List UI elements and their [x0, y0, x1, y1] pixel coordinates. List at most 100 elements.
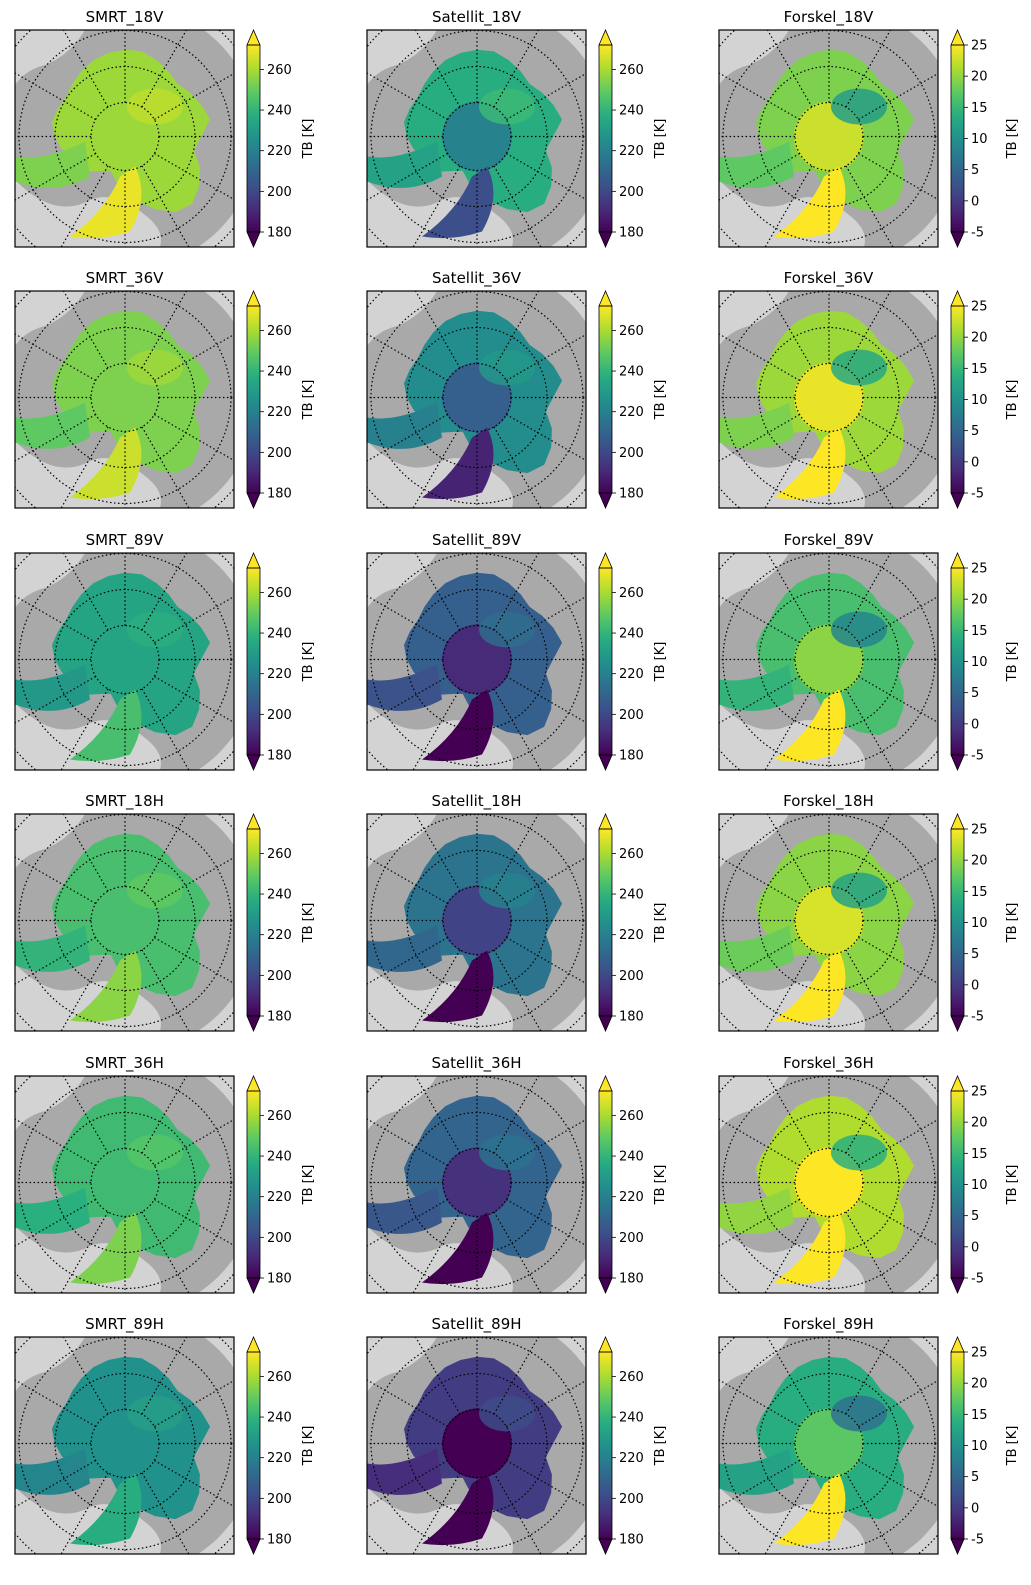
colorbar-tick-label: 0	[971, 1501, 979, 1516]
ice-field	[422, 950, 494, 1023]
map-panel: SMRT_36H 180 200 220 240 260 TB [K]	[14, 1054, 316, 1295]
colorbar-tick-label: 20	[971, 593, 988, 608]
map-panel: SMRT_18V 180 200 220 240 260 TB [K]	[14, 8, 316, 249]
landmass	[15, 553, 85, 608]
colorbar-gradient	[247, 1091, 260, 1278]
ice-field	[479, 1395, 535, 1432]
colorbar-tick-label: 0	[971, 194, 979, 209]
colorbar-label: TB [K]	[301, 380, 316, 421]
panel-title: SMRT_36V	[86, 269, 165, 288]
landmass	[367, 1076, 437, 1131]
map-panel: Forskel_36H -5 0 5 10 15 20 25 TB [K]	[718, 1054, 1020, 1295]
colorbar-gradient	[599, 829, 612, 1016]
colorbar-outline	[246, 1351, 261, 1540]
colorbar-tick-label: 240	[619, 1150, 644, 1165]
ice-field	[367, 1448, 442, 1495]
colorbar-tick-label: 20	[971, 70, 988, 85]
ice-field	[127, 611, 183, 648]
colorbar-tick-label: 5	[971, 1470, 979, 1485]
colorbar-tick-label: 260	[619, 847, 644, 862]
colorbar-extend-top	[246, 551, 261, 569]
ice-field	[831, 1395, 887, 1432]
ice-field	[367, 1187, 442, 1234]
colorbar-extend-top	[950, 289, 965, 307]
map-area	[15, 814, 234, 1031]
colorbar: -5 0 5 10 15 20 25 TB [K]	[950, 551, 1020, 772]
panel-title: SMRT_89V	[86, 531, 165, 550]
colorbar-gradient	[951, 1352, 964, 1539]
colorbar-gradient	[247, 1352, 260, 1539]
colorbar-extend-bottom	[246, 1538, 261, 1556]
panel-title: SMRT_18H	[85, 792, 164, 811]
colorbar-label: TB [K]	[1005, 903, 1020, 944]
colorbar-extend-bottom	[950, 231, 965, 249]
colorbar-gradient	[599, 1352, 612, 1539]
colorbar: 180 200 220 240 260 TB [K]	[246, 1074, 316, 1295]
colorbar-label: TB [K]	[653, 1426, 668, 1467]
map-area	[367, 1337, 586, 1554]
map-area	[719, 30, 938, 247]
map-frame	[718, 813, 939, 1032]
ice-field	[719, 1448, 794, 1495]
colorbar: 180 200 220 240 260 TB [K]	[246, 289, 316, 510]
colorbar-tick-label: 15	[971, 362, 988, 377]
map-panel: Satellit_89H 180 200 220 240 260 TB [K]	[366, 1315, 668, 1556]
colorbar-tick-label: 200	[267, 1231, 292, 1246]
colorbar-outline	[598, 1090, 613, 1279]
colorbar: 180 200 220 240 260 TB [K]	[246, 812, 316, 1033]
colorbar-tick-label: 220	[267, 405, 292, 420]
colorbar-label: TB [K]	[653, 380, 668, 421]
colorbar-tick-label: 10	[971, 132, 988, 147]
colorbar-label: TB [K]	[301, 119, 316, 160]
panel-title: Satellit_18V	[432, 8, 522, 27]
ice-field	[719, 1187, 794, 1234]
ice-field	[422, 166, 494, 239]
colorbar-extend-bottom	[598, 754, 613, 772]
ice-field	[70, 950, 142, 1023]
map-area	[367, 30, 586, 247]
map-panel: SMRT_89V 180 200 220 240 260 TB [K]	[14, 531, 316, 772]
landmass	[367, 1337, 437, 1392]
colorbar-tick-label: 260	[619, 1109, 644, 1124]
map-frame	[718, 1075, 939, 1294]
colorbar-tick-label: 240	[619, 365, 644, 380]
map-frame	[718, 29, 939, 248]
ice-field	[831, 88, 887, 125]
colorbar: 180 200 220 240 260 TB [K]	[246, 1335, 316, 1556]
colorbar-tick-label: 260	[619, 586, 644, 601]
colorbar-tick-label: 220	[619, 1451, 644, 1466]
colorbar-tick-label: 260	[267, 1370, 292, 1385]
panel-title: Satellit_36V	[432, 269, 522, 288]
landmass	[719, 553, 789, 608]
panel-title: Satellit_36H	[431, 1054, 521, 1073]
colorbar-tick-label: 5	[971, 686, 979, 701]
ice-field	[422, 689, 494, 762]
panel-title: SMRT_36H	[85, 1054, 164, 1073]
colorbar-gradient	[951, 829, 964, 1016]
colorbar-tick-label: 15	[971, 885, 988, 900]
ice-field	[367, 141, 442, 188]
panel-title: Forskel_89H	[783, 1315, 874, 1334]
ice-field	[774, 1473, 846, 1546]
landmass	[367, 291, 437, 346]
colorbar-tick-label: 220	[619, 928, 644, 943]
map-area	[15, 30, 234, 247]
colorbar-tick-label: 200	[619, 1231, 644, 1246]
ice-field	[479, 611, 535, 648]
landmass	[15, 291, 85, 346]
map-panel: Satellit_89V 180 200 220 240 260 TB [K]	[366, 531, 668, 772]
colorbar-outline	[246, 828, 261, 1017]
ice-field	[15, 141, 90, 188]
ice-field	[719, 402, 794, 449]
map-frame	[14, 552, 235, 771]
colorbar-tick-label: 25	[971, 1346, 988, 1361]
ice-field	[127, 1134, 183, 1171]
colorbar-tick-label: 220	[267, 928, 292, 943]
colorbar: 180 200 220 240 260 TB [K]	[598, 551, 668, 772]
map-panel: Forskel_89H -5 0 5 10 15 20 25 TB [K]	[718, 1315, 1020, 1556]
ice-field	[831, 611, 887, 648]
colorbar-extend-top	[950, 812, 965, 830]
colorbar-tick-label: 200	[267, 446, 292, 461]
colorbar-extend-bottom	[950, 1538, 965, 1556]
